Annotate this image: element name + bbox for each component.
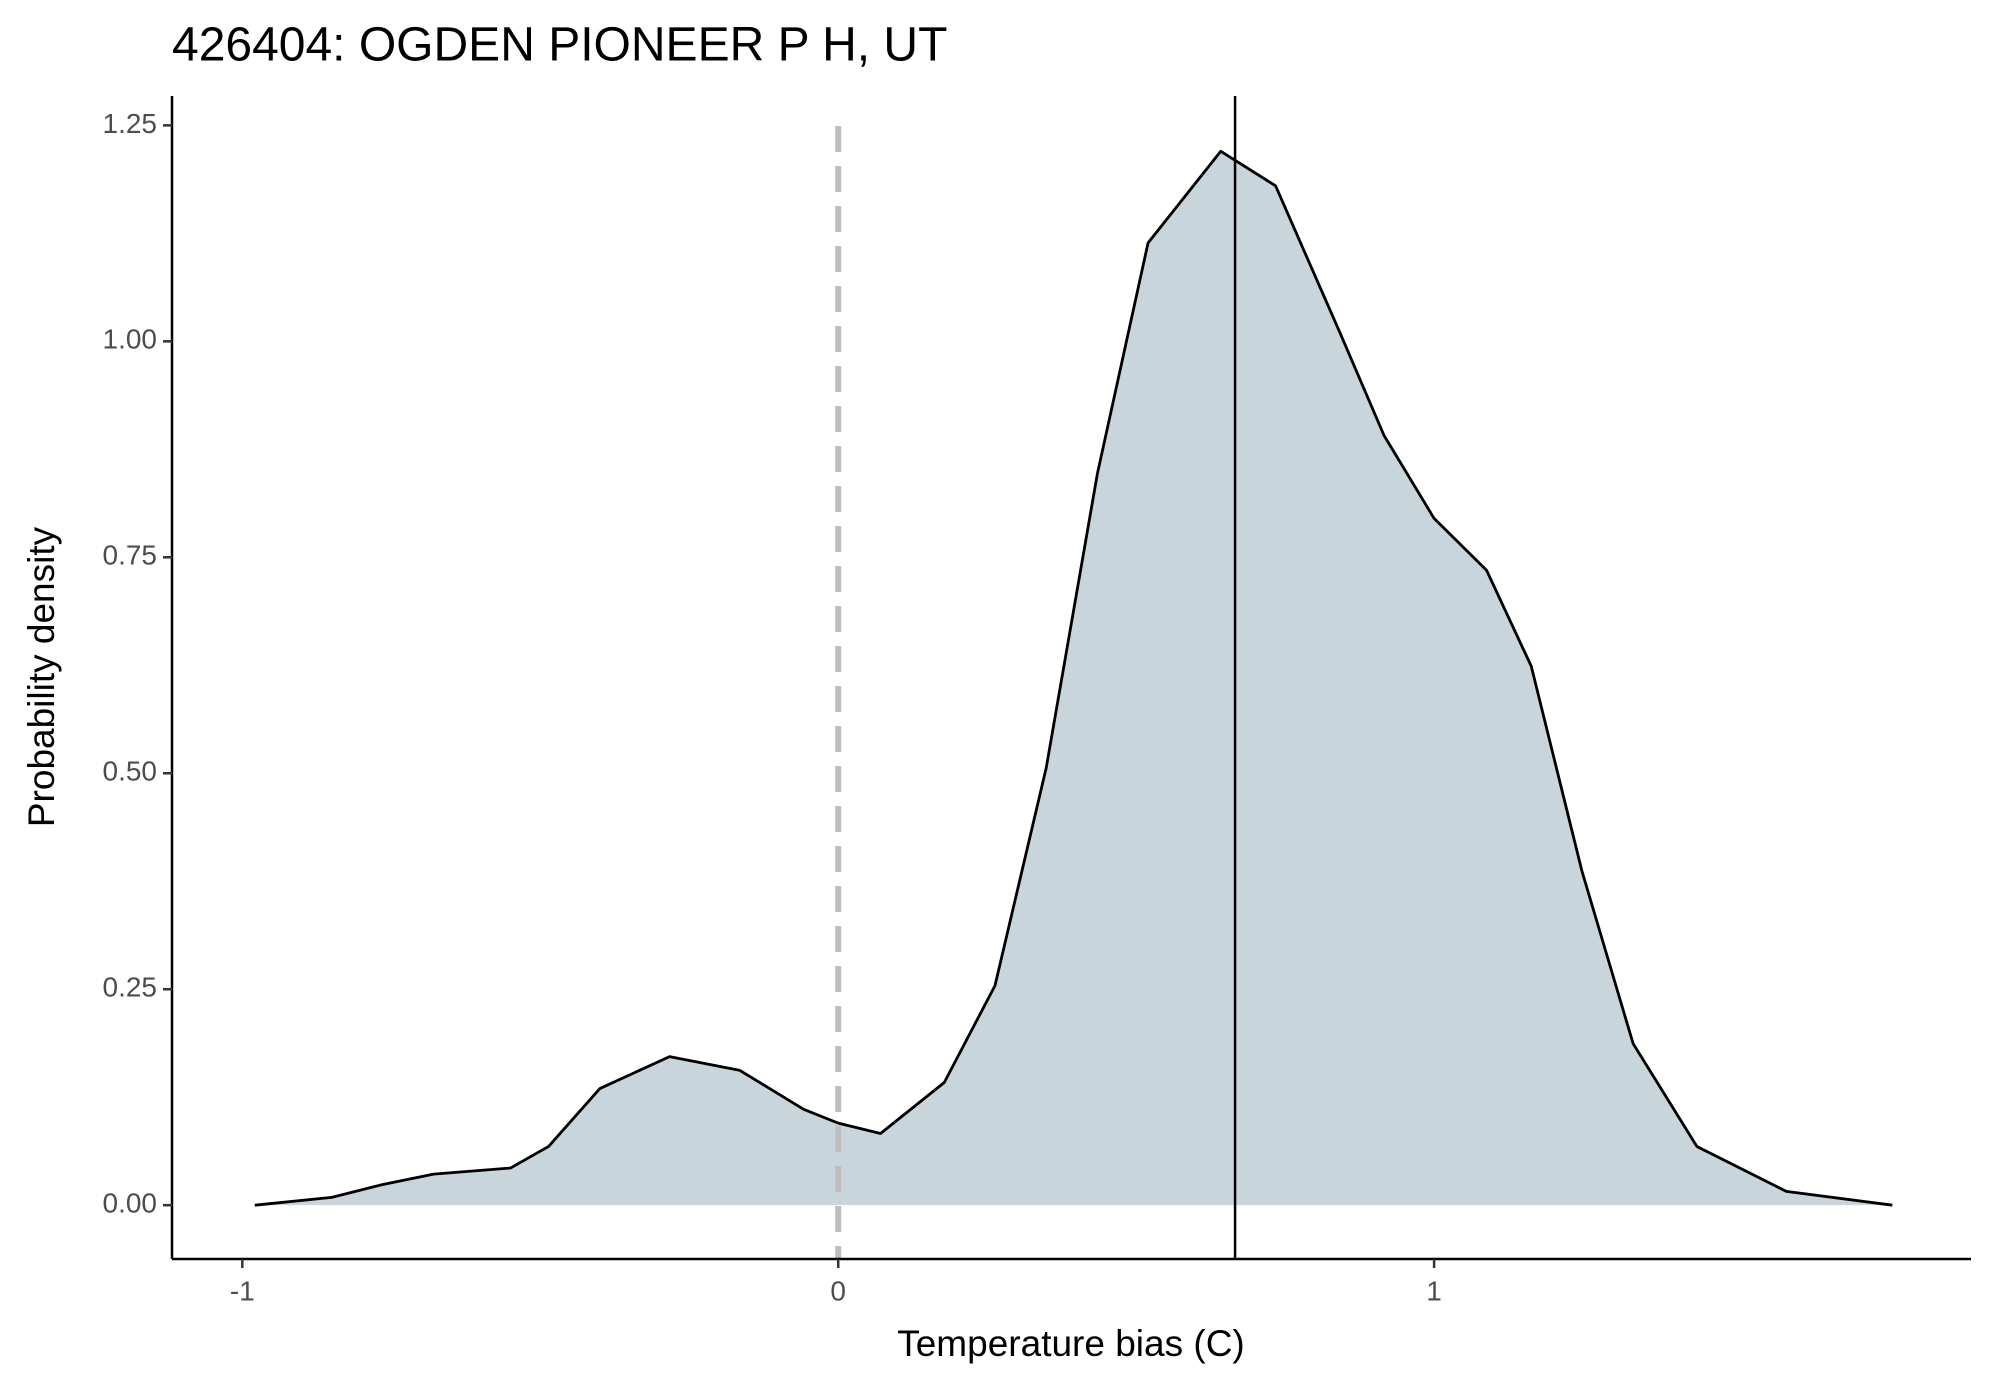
y-tick-label: 0.25 [103, 972, 158, 1003]
x-tick-label: 1 [1426, 1275, 1442, 1306]
y-tick-label: 1.25 [103, 108, 158, 139]
x-axis-title: Temperature bias (C) [897, 1323, 1245, 1364]
y-tick-label: 0.50 [103, 756, 158, 787]
y-tick-label: 0.75 [103, 540, 158, 571]
density-area [254, 151, 1893, 1206]
x-tick-label: 0 [830, 1275, 846, 1306]
y-tick-label: 1.00 [103, 324, 158, 355]
y-tick-label: 0.00 [103, 1188, 158, 1219]
y-axis-title: Probability density [21, 526, 62, 827]
x-tick-label: -1 [230, 1275, 255, 1306]
chart-title: 426404: OGDEN PIONEER P H, UT [172, 19, 947, 72]
density-line [254, 149, 1893, 1207]
